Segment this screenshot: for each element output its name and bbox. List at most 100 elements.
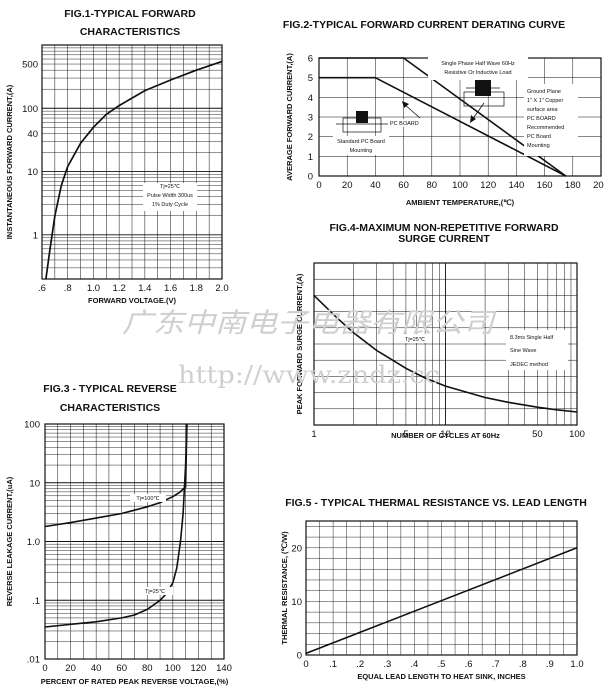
y-tick-label: 3 xyxy=(308,113,313,124)
x-tick-label: 100 xyxy=(569,429,585,440)
series-label: Tj=25℃ xyxy=(145,589,166,595)
x-tick-label: .7 xyxy=(492,659,500,670)
data-point xyxy=(318,77,320,79)
data-point xyxy=(405,367,407,369)
data-point xyxy=(195,69,197,71)
diode-body-icon xyxy=(356,111,368,123)
x-tick-label: 0 xyxy=(316,180,321,191)
x-tick-label: 2.0 xyxy=(215,283,228,294)
x-tick-label: 60 xyxy=(116,663,127,674)
data-point xyxy=(121,512,123,515)
data-point xyxy=(403,57,405,59)
annotation-text: 1% Duty Cycle xyxy=(152,202,188,208)
watermark: 广东中南电子电器有限公司 http://www.zndz.cc xyxy=(122,308,497,389)
x-tick-label: 50 xyxy=(532,429,543,440)
x-tick-label: 40 xyxy=(91,663,102,674)
x-tick-label: 80 xyxy=(427,180,438,191)
y-tick-label: 100 xyxy=(22,104,38,115)
data-point xyxy=(133,614,136,616)
x-tick-label: .2 xyxy=(356,659,364,670)
x-tick-label: .3 xyxy=(383,659,391,670)
data-point xyxy=(92,126,95,128)
watermark-url: http://www.zndz.cc xyxy=(178,361,440,389)
y-tick-label: 2 xyxy=(308,132,313,143)
data-point xyxy=(95,621,97,623)
x-tick-label: .9 xyxy=(546,659,554,670)
data-point xyxy=(185,464,187,466)
y-tick-label: 1 xyxy=(33,230,38,241)
x-tick-label: 200 xyxy=(593,180,604,191)
annotation-text: PC Board xyxy=(527,134,551,140)
series-line xyxy=(44,423,188,628)
annotation-text: PC BOARD xyxy=(527,116,556,122)
y-tick-label: 10 xyxy=(291,597,302,608)
copper-pad-icon xyxy=(463,91,505,107)
annotation-text: Mounting xyxy=(350,148,373,154)
chart-title: FIG.2-TYPICAL FORWARD CURRENT DERATING C… xyxy=(283,19,565,31)
annotation-text: Sine Wave xyxy=(510,348,536,354)
annotation-text: Mounting xyxy=(527,143,550,149)
data-point xyxy=(144,90,146,92)
x-axis-label: FORWARD VOLTAGE.(V) xyxy=(88,296,176,305)
arrow-head-icon xyxy=(470,115,476,123)
x-tick-label: .5 xyxy=(438,659,446,670)
arrow-line xyxy=(471,102,485,121)
y-tick-label: 500 xyxy=(22,60,38,71)
y-tick-label: 4 xyxy=(308,93,313,104)
y-tick-label: 1 xyxy=(308,152,313,163)
chart-title: FIG.4-MAXIMUM NON-REPETITIVE FORWARD xyxy=(329,222,558,234)
x-tick-label: 0 xyxy=(42,663,47,674)
x-tick-label: 1.0 xyxy=(570,659,583,670)
y-tick-label: 5 xyxy=(308,73,313,84)
y-axis-label: REVERSE LEAKAGE CURRENT,(uA) xyxy=(5,476,14,606)
data-point xyxy=(352,332,355,334)
plot-frame xyxy=(305,520,578,656)
x-tick-label: .8 xyxy=(519,659,527,670)
x-tick-label: .6 xyxy=(38,283,46,294)
annotation-text: Pulse Width 300us xyxy=(147,193,193,199)
chart-title: FIG.1-TYPICAL FORWARD xyxy=(64,8,196,20)
x-tick-label: 120 xyxy=(480,180,496,191)
chart-title: FIG.5 - TYPICAL THERMAL RESISTANCE VS. L… xyxy=(285,497,587,509)
annotation-text: surface area xyxy=(527,107,559,113)
annotation-text: Tj=25℃ xyxy=(160,184,181,190)
data-point xyxy=(172,496,174,498)
x-tick-label: 40 xyxy=(370,180,381,191)
x-tick-label: 10 xyxy=(440,429,451,440)
x-tick-label: 1.4 xyxy=(138,283,151,294)
data-point xyxy=(95,517,97,519)
data-point xyxy=(576,411,578,413)
annotation-box xyxy=(137,587,173,595)
x-tick-label: 60 xyxy=(398,180,409,191)
annotation-box xyxy=(130,494,166,502)
y-tick-label: 10 xyxy=(27,167,38,178)
y-tick-label: 10 xyxy=(29,478,40,489)
data-point xyxy=(374,77,376,79)
y-tick-label: 0 xyxy=(308,172,313,183)
x-tick-label: 180 xyxy=(565,180,581,191)
data-point xyxy=(376,349,378,352)
data-point xyxy=(305,652,307,654)
x-tick-label: 120 xyxy=(190,663,206,674)
y-tick-label: 100 xyxy=(24,420,40,431)
x-tick-label: 1.2 xyxy=(113,283,126,294)
data-point xyxy=(221,60,223,63)
y-tick-label: .01 xyxy=(27,655,40,666)
annotation-text: Tj=25℃ xyxy=(405,337,426,343)
data-point xyxy=(444,385,447,387)
annotation-text: 1" X 1" Copper xyxy=(527,98,563,104)
arrow-line xyxy=(403,103,421,119)
annotation-text: 8.3ms Single Half xyxy=(510,335,554,341)
data-point xyxy=(45,278,47,280)
chart-title: FIG.3 - TYPICAL REVERSE xyxy=(43,383,176,395)
data-point xyxy=(169,79,172,81)
x-tick-label: .6 xyxy=(465,659,473,670)
data-point xyxy=(146,506,148,508)
data-point xyxy=(60,184,62,187)
x-tick-label: 140 xyxy=(216,663,232,674)
annotation-text: Recommended xyxy=(527,125,564,131)
fig2-current-derating-curve: FIG.2-TYPICAL FORWARD CURRENT DERATING C… xyxy=(283,19,604,207)
x-tick-label: 0 xyxy=(303,659,308,670)
series-line xyxy=(305,547,578,655)
x-tick-label: 20 xyxy=(342,180,353,191)
